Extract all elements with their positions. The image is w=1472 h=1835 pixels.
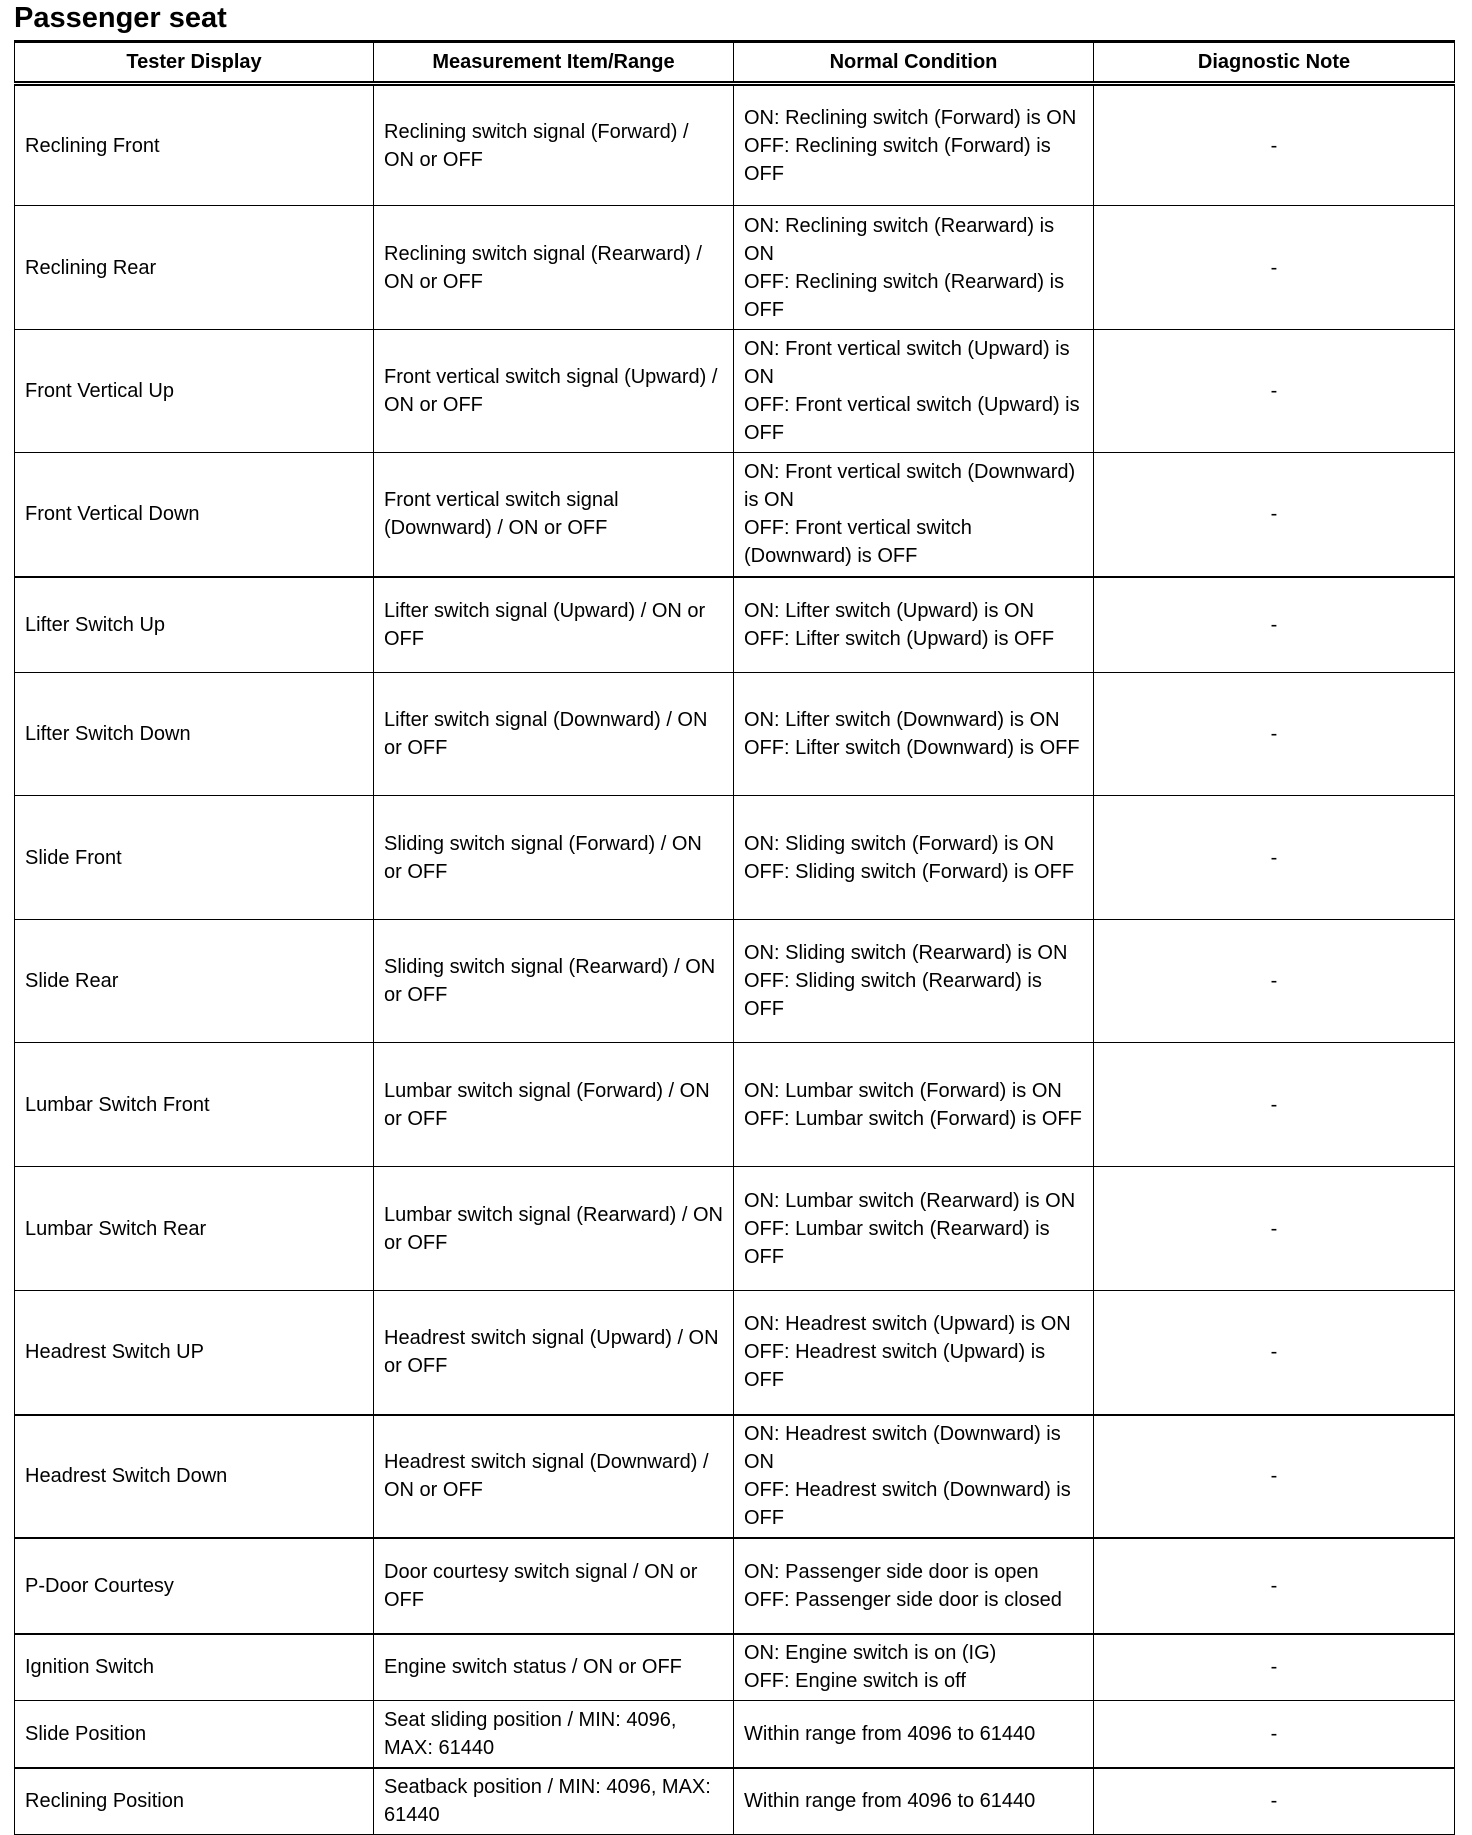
diagnostic-note-cell: - <box>1093 1166 1455 1291</box>
measurement-item-cell: Reclining switch signal (Rearward) / ON … <box>373 205 734 330</box>
tester-display-cell: Front Vertical Down <box>14 452 374 577</box>
normal-condition-cell: ON: Lifter switch (Upward) is ON OFF: Li… <box>733 575 1094 673</box>
header-measurement-item: Measurement Item/Range <box>373 40 734 84</box>
measurement-item-cell: Door courtesy switch signal / ON or OFF <box>373 1536 734 1634</box>
measurement-item-cell: Lifter switch signal (Downward) / ON or … <box>373 672 734 796</box>
header-diagnostic-note: Diagnostic Note <box>1093 40 1455 84</box>
normal-condition-cell: ON: Reclining switch (Rearward) is ON OF… <box>733 205 1094 330</box>
table-row: Slide Rear Sliding switch signal (Rearwar… <box>14 919 1455 1043</box>
data-table: Tester Display Measurement Item/Range No… <box>14 40 1455 1835</box>
normal-condition-cell: ON: Lumbar switch (Rearward) is ON OFF: … <box>733 1166 1094 1291</box>
normal-condition-cell: ON: Headrest switch (Downward) is ON OFF… <box>733 1413 1094 1538</box>
diagnostic-note-cell: - <box>1093 205 1455 330</box>
tester-display-cell: P-Door Courtesy <box>14 1536 374 1634</box>
measurement-item-cell: Reclining switch signal (Forward) / ON o… <box>373 83 734 206</box>
tester-display-cell: Reclining Front <box>14 83 374 206</box>
table-row: Front Vertical Up Front vertical switch s… <box>14 329 1455 453</box>
normal-condition-cell: ON: Sliding switch (Forward) is ON OFF: … <box>733 795 1094 920</box>
tester-display-cell: Ignition Switch <box>14 1632 374 1701</box>
diagnostic-note-cell: - <box>1093 919 1455 1043</box>
tester-display-cell: Lifter Switch Up <box>14 575 374 673</box>
page-title: Passenger seat <box>14 2 227 34</box>
measurement-item-cell: Headrest switch signal (Downward) / ON o… <box>373 1413 734 1538</box>
table-row: P-Door Courtesy Door courtesy switch sign… <box>14 1536 1455 1634</box>
table-row: Ignition Switch Engine switch status / ON… <box>14 1632 1455 1701</box>
tester-display-cell: Lumbar Switch Rear <box>14 1166 374 1291</box>
diagnostic-note-cell: - <box>1093 1766 1455 1835</box>
tester-display-cell: Slide Position <box>14 1700 374 1768</box>
tester-display-cell: Lumbar Switch Front <box>14 1042 374 1167</box>
table-row: Lumbar Switch Rear Lumbar switch signal (… <box>14 1166 1455 1291</box>
normal-condition-cell: ON: Passenger side door is open OFF: Pas… <box>733 1536 1094 1634</box>
table-row: Lumbar Switch Front Lumbar switch signal … <box>14 1042 1455 1167</box>
table-row: Slide Front Sliding switch signal (Forwar… <box>14 795 1455 920</box>
measurement-item-cell: Sliding switch signal (Rearward) / ON or… <box>373 919 734 1043</box>
measurement-item-cell: Front vertical switch signal (Upward) / … <box>373 329 734 453</box>
table-row: Reclining Position Seatback position / MI… <box>14 1766 1455 1835</box>
diagnostic-note-cell: - <box>1093 1700 1455 1768</box>
table-row: Headrest Switch UP Headrest switch signal… <box>14 1290 1455 1415</box>
table-row: Reclining Rear Reclining switch signal (R… <box>14 205 1455 330</box>
header-tester-display: Tester Display <box>14 40 374 84</box>
normal-condition-cell: Within range from 4096 to 61440 <box>733 1700 1094 1768</box>
tester-display-cell: Headrest Switch UP <box>14 1290 374 1415</box>
table-row: Headrest Switch Down Headrest switch sign… <box>14 1413 1455 1538</box>
diagnostic-note-cell: - <box>1093 575 1455 673</box>
normal-condition-cell: ON: Reclining switch (Forward) is ON OFF… <box>733 83 1094 206</box>
diagnostic-note-cell: - <box>1093 1290 1455 1415</box>
diagnostic-note-cell: - <box>1093 1536 1455 1634</box>
normal-condition-cell: ON: Front vertical switch (Downward) is … <box>733 452 1094 577</box>
measurement-item-cell: Headrest switch signal (Upward) / ON or … <box>373 1290 734 1415</box>
tester-display-cell: Headrest Switch Down <box>14 1413 374 1538</box>
tester-display-cell: Reclining Rear <box>14 205 374 330</box>
measurement-item-cell: Lumbar switch signal (Forward) / ON or O… <box>373 1042 734 1167</box>
measurement-item-cell: Front vertical switch signal (Downward) … <box>373 452 734 577</box>
tester-display-cell: Reclining Position <box>14 1766 374 1835</box>
measurement-item-cell: Seat sliding position / MIN: 4096, MAX: … <box>373 1700 734 1768</box>
header-normal-condition: Normal Condition <box>733 40 1094 84</box>
header-row: Tester Display Measurement Item/Range No… <box>14 40 1455 84</box>
diagnostic-note-cell: - <box>1093 83 1455 206</box>
diagnostic-note-cell: - <box>1093 672 1455 796</box>
tester-display-cell: Slide Front <box>14 795 374 920</box>
normal-condition-cell: ON: Front vertical switch (Upward) is ON… <box>733 329 1094 453</box>
measurement-item-cell: Lumbar switch signal (Rearward) / ON or … <box>373 1166 734 1291</box>
tester-display-cell: Lifter Switch Down <box>14 672 374 796</box>
table-row: Front Vertical Down Front vertical switch… <box>14 452 1455 577</box>
measurement-item-cell: Engine switch status / ON or OFF <box>373 1632 734 1701</box>
tester-display-cell: Front Vertical Up <box>14 329 374 453</box>
normal-condition-cell: ON: Engine switch is on (IG) OFF: Engine… <box>733 1632 1094 1701</box>
normal-condition-cell: ON: Lumbar switch (Forward) is ON OFF: L… <box>733 1042 1094 1167</box>
normal-condition-cell: ON: Lifter switch (Downward) is ON OFF: … <box>733 672 1094 796</box>
diagnostic-note-cell: - <box>1093 452 1455 577</box>
tester-display-cell: Slide Rear <box>14 919 374 1043</box>
table-row: Reclining Front Reclining switch signal (… <box>14 83 1455 206</box>
normal-condition-cell: ON: Sliding switch (Rearward) is ON OFF:… <box>733 919 1094 1043</box>
measurement-item-cell: Sliding switch signal (Forward) / ON or … <box>373 795 734 920</box>
measurement-item-cell: Lifter switch signal (Upward) / ON or OF… <box>373 575 734 673</box>
normal-condition-cell: ON: Headrest switch (Upward) is ON OFF: … <box>733 1290 1094 1415</box>
table-row: Lifter Switch Up Lifter switch signal (Up… <box>14 575 1455 673</box>
diagnostic-note-cell: - <box>1093 1042 1455 1167</box>
table-row: Lifter Switch Down Lifter switch signal (… <box>14 672 1455 796</box>
diagnostic-note-cell: - <box>1093 1632 1455 1701</box>
diagnostic-note-cell: - <box>1093 329 1455 453</box>
table-row: Slide Position Seat sliding position / MI… <box>14 1700 1455 1768</box>
normal-condition-cell: Within range from 4096 to 61440 <box>733 1766 1094 1835</box>
diagnostic-note-cell: - <box>1093 795 1455 920</box>
measurement-item-cell: Seatback position / MIN: 4096, MAX: 6144… <box>373 1766 734 1835</box>
diagnostic-note-cell: - <box>1093 1413 1455 1538</box>
